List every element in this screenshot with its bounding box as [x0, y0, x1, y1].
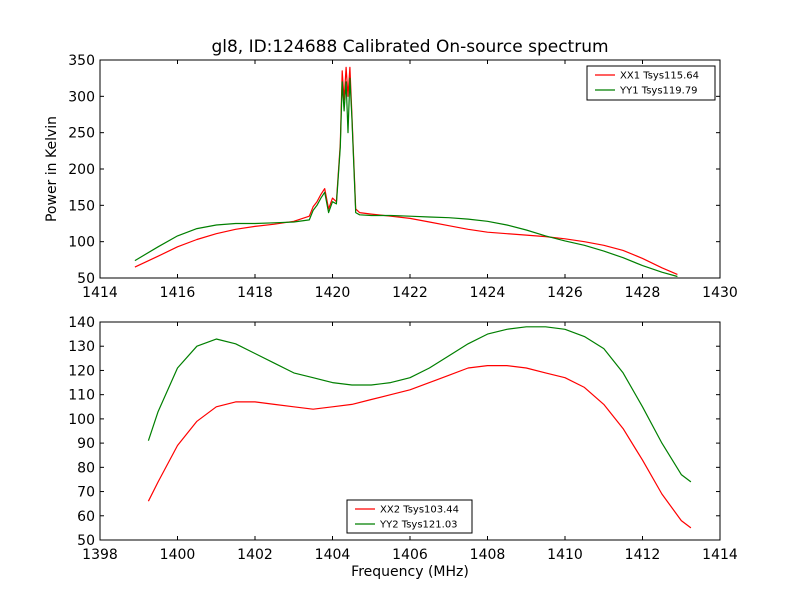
chart-title: gl8, ID:124688 Calibrated On-source spec…: [211, 37, 608, 57]
y-tick-label: 150: [68, 198, 95, 214]
x-axis-label: Frequency (MHz): [351, 564, 469, 580]
legend-label: XX2 Tsys103.44: [380, 505, 459, 516]
y-tick-label: 140: [68, 315, 95, 331]
x-tick-label: 1428: [625, 285, 661, 301]
y-tick-label: 70: [77, 485, 95, 501]
legend-box: [346, 499, 473, 534]
x-tick-label: 1420: [315, 285, 351, 301]
series-line-green: [134, 77, 678, 278]
x-tick-label: 1426: [547, 285, 583, 301]
x-tick-label: 1422: [392, 285, 428, 301]
top-panel: 1414 1416 1418 1420 1422 1424 1426 1428 1430 50 10…: [68, 53, 738, 301]
x-tick-label: 1416: [160, 285, 196, 301]
y-tick-label: 50: [77, 271, 95, 287]
y-axis-label: Power in Kelvin: [44, 116, 60, 222]
y-tick-label: 120: [68, 363, 95, 379]
y-tick-label: 80: [77, 460, 95, 476]
x-tick-label: 1414: [82, 285, 118, 301]
x-tick-label: 1404: [315, 547, 351, 563]
series-line-red: [134, 66, 678, 275]
legend-label: XX1 Tsys115.64: [620, 71, 699, 82]
legend-label: YY1 Tsys119.79: [619, 86, 698, 97]
y-tick-label: 350: [68, 53, 95, 69]
y-tick-label: 200: [68, 162, 95, 178]
x-tick-label: 1402: [237, 547, 273, 563]
legend-label: YY2 Tsys121.03: [379, 520, 458, 531]
x-tick-label: 1410: [547, 547, 583, 563]
y-tick-label: 110: [68, 388, 95, 404]
legend-box: [586, 65, 716, 101]
x-tick-label: 1408: [470, 547, 506, 563]
x-tick-label: 1398: [82, 547, 118, 563]
x-tick-label: 1400: [160, 547, 196, 563]
x-tick-label: 1414: [702, 547, 738, 563]
y-tick-label: 90: [77, 436, 95, 452]
y-tick-label: 50: [77, 533, 95, 549]
bottom-panel: 1398 1400 1402 1404 1406 1408 1410 1412 1414 50 60…: [68, 315, 738, 563]
y-tick-label: 300: [68, 89, 95, 105]
x-tick-label: 1412: [625, 547, 661, 563]
y-tick-label: 100: [68, 412, 95, 428]
series-line-red: [147, 365, 692, 529]
y-tick-label: 60: [77, 509, 95, 525]
x-tick-label: 1424: [470, 285, 506, 301]
series-line-green: [147, 326, 692, 483]
y-tick-label: 130: [68, 339, 95, 355]
x-tick-label: 1406: [392, 547, 428, 563]
y-tick-label: 100: [68, 235, 95, 251]
x-tick-label: 1418: [237, 285, 273, 301]
y-tick-label: 250: [68, 126, 95, 142]
x-tick-label: 1430: [702, 285, 738, 301]
